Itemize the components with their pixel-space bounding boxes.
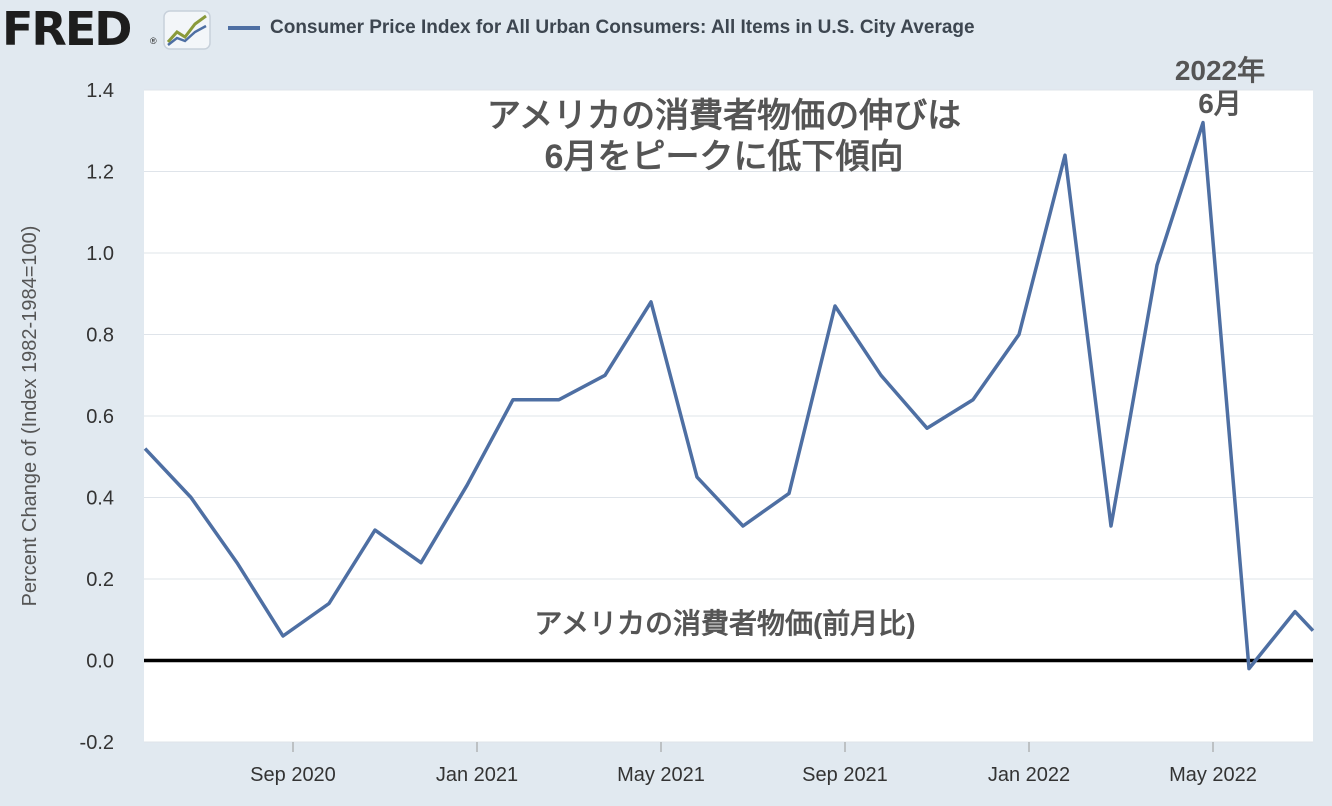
y-tick-label: 0.2 (86, 569, 114, 591)
line-chart-icon (163, 10, 211, 50)
y-axis-ticks: -0.2 0.0 0.2 0.4 0.6 0.8 1.0 1.2 1.4 (80, 80, 114, 754)
x-tick-label: Jan 2022 (988, 764, 1070, 786)
headline-line-1: アメリカの消費者物価の伸びは (487, 97, 961, 135)
legend: Consumer Price Index for All Urban Consu… (228, 16, 975, 40)
registered-mark: ® (150, 36, 157, 46)
y-tick-label: 1.2 (86, 162, 114, 184)
x-tick-label: May 2022 (1169, 764, 1257, 786)
legend-swatch (228, 26, 260, 30)
headline-line-2: 6月をピークに低下傾向 (545, 138, 904, 176)
peak-label-month: 6月 (1198, 88, 1242, 119)
y-tick-label: 1.0 (86, 243, 114, 265)
y-tick-label: 1.4 (86, 80, 114, 102)
x-tick-label: May 2021 (617, 764, 705, 786)
series-line-cpi[interactable] (143, 120, 1315, 671)
x-tick-label: Sep 2021 (802, 764, 888, 786)
x-tick-label: Jan 2021 (436, 764, 518, 786)
legend-label: Consumer Price Index for All Urban Consu… (270, 17, 975, 38)
y-tick-label: 0.4 (86, 488, 114, 510)
peak-label-year: 2022年 (1175, 54, 1265, 86)
chart-header: FRED ® Consumer Price Index for All Urba… (0, 0, 1332, 60)
x-axis-ticks: Sep 2020 Jan 2021 May 2021 Sep 2021 Jan 2022… (250, 742, 1257, 786)
y-axis-title: Percent Change of (Index 1982-1984=100) (19, 226, 41, 607)
x-tick-label: Sep 2020 (250, 764, 336, 786)
fred-logo[interactable]: FRED (2, 2, 132, 56)
y-tick-label: 0.0 (86, 651, 114, 673)
y-tick-label: 0.6 (86, 406, 114, 428)
baseline-label: アメリカの消費者物価(前月比) (534, 607, 915, 639)
y-tick-label: 0.8 (86, 325, 114, 347)
y-tick-label: -0.2 (80, 732, 114, 754)
